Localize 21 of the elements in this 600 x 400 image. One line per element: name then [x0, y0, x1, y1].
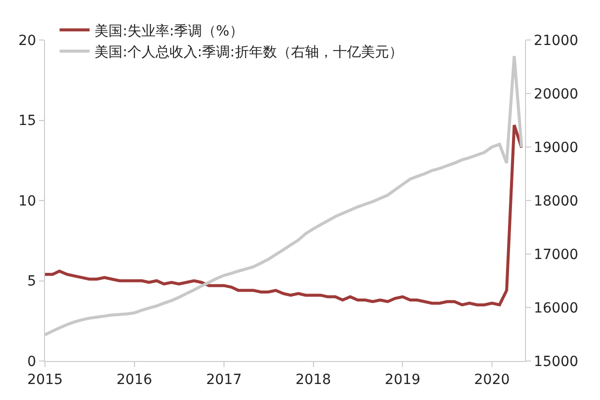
y-tick-label: 15	[18, 113, 36, 130]
x-tick-label: 2019	[384, 372, 420, 388]
y2-tick-label: 17000	[534, 246, 578, 263]
x-tick-label: 2015	[27, 372, 63, 388]
x-tick-label: 2018	[295, 372, 332, 388]
y-tick-label: 10	[18, 193, 36, 210]
x-tick-label: 2020	[474, 372, 510, 388]
y2-tick-label: 15000	[534, 354, 578, 370]
x-tick-label: 2016	[116, 372, 152, 388]
y2-tick-label: 20000	[534, 86, 578, 102]
y2-tick-label: 18000	[534, 193, 578, 210]
y-tick-label: 0	[27, 354, 36, 370]
line-series	[45, 124, 524, 306]
legend-label: 美国:失业率:季调（%）	[94, 23, 244, 40]
legend-label: 美国:个人总收入:季调:折年数（右轴，十亿美元）	[94, 44, 403, 61]
y-tick-label: 5	[27, 274, 36, 290]
y2-tick-label: 21000	[534, 32, 578, 49]
y2-tick-label: 16000	[534, 300, 578, 316]
y-tick-label: 20	[18, 32, 36, 49]
y2-tick-label: 19000	[534, 140, 578, 156]
x-tick-label: 2017	[206, 372, 242, 388]
